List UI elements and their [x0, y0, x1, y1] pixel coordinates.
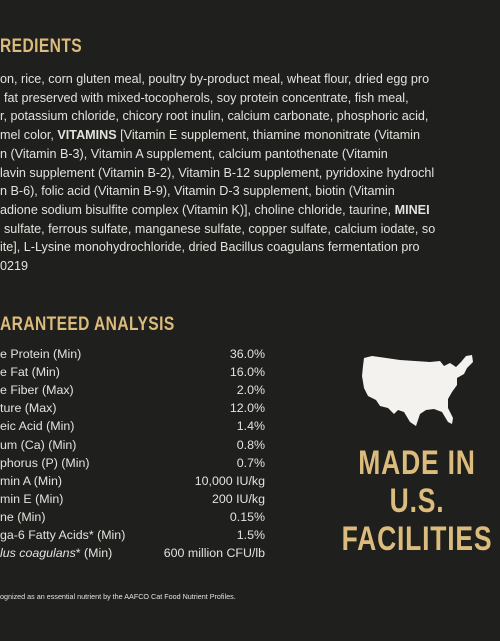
analysis-label: e Fat (Min) [0, 365, 60, 379]
usa-map [362, 355, 473, 426]
text-segment: eic Acid (Min) [0, 419, 75, 434]
analysis-value: 1.5% [236, 528, 265, 542]
text-segment: lavin supplement (Vitamin B-2), Vitamin … [0, 165, 435, 180]
analysis-row: ture (Max) 12.0% [0, 401, 265, 415]
analysis-value: 600 million CFU/lb [163, 546, 265, 561]
text-segment: lus coagulans [0, 546, 76, 561]
ingredient-line: on, rice, corn gluten meal, poultry by-p… [0, 72, 429, 86]
analysis-label: e Fiber (Max) [0, 383, 74, 397]
analysis-value: 200 IU/kg [211, 491, 265, 506]
analysis-label: phorus (P) (Min) [0, 456, 90, 470]
text-segment: ne (Min) [0, 509, 46, 524]
analysis-row: eic Acid (Min) 1.4% [0, 419, 265, 433]
badge-line: MADE IN [358, 444, 476, 482]
analysis-label: ture (Max) [0, 401, 56, 415]
ingredient-line: n (Vitamin B-3), Vitamin A supplement, c… [0, 147, 388, 161]
text-segment: * (Min) [75, 546, 113, 561]
ingredient-line: mel color, VITAMINS [Vitamin E supplemen… [0, 128, 420, 142]
analysis-value: 0.15% [229, 509, 265, 524]
ingredient-line: n B-6), folic acid (Vitamin B-9), Vitami… [0, 184, 395, 198]
text-segment: on, rice, corn gluten meal, poultry by-p… [0, 72, 430, 86]
analysis-heading: ARANTEED ANALYSIS [0, 314, 175, 335]
ingredient-line: r, potassium chloride, chicory root inul… [0, 109, 428, 123]
analysis-value: 0.7% [236, 455, 265, 470]
text-segment: r, potassium chloride, chicory root inul… [0, 109, 429, 124]
ingredient-line: 0219 [0, 259, 28, 273]
analysis-row: min E (Min) 200 IU/kg [0, 492, 265, 506]
analysis-label: min A (Min) [0, 474, 62, 488]
analysis-label: ga-6 Fatty Acids* (Min) [0, 528, 125, 542]
text-segment: n (Vitamin B-3), Vitamin A supplement, c… [0, 146, 388, 161]
ingredient-line: fat preserved with mixed-tocopherols, so… [4, 91, 409, 105]
analysis-value: 0.8% [236, 437, 265, 452]
text-segment: VITAMINS [57, 128, 117, 143]
text-segment: phorus (P) (Min) [0, 455, 90, 470]
footnote: ognized as an essential nutrient by the … [0, 592, 236, 601]
analysis-row: um (Ca) (Min) 0.8% [0, 438, 265, 452]
text-segment: min A (Min) [0, 473, 62, 488]
analysis-row: lus coagulans* (Min) 600 million CFU/lb [0, 546, 265, 560]
analysis-label: eic Acid (Min) [0, 419, 74, 433]
analysis-value: 1.4% [236, 419, 265, 434]
text-segment: 0219 [0, 259, 29, 273]
analysis-label: ne (Min) [0, 510, 45, 524]
text-segment: mel color, [0, 128, 58, 143]
text-segment: sulfate, ferrous sulfate, manganese sulf… [4, 221, 436, 236]
text-segment: e Fiber (Max) [0, 383, 74, 398]
analysis-value: 16.0% [229, 365, 265, 380]
analysis-row: min A (Min) 10,000 IU/kg [0, 474, 265, 488]
text-segment: e Protein (Min) [0, 347, 82, 361]
analysis-row: ne (Min) 0.15% [0, 510, 265, 524]
analysis-value: 2.0% [236, 383, 265, 398]
analysis-value: 36.0% [229, 347, 265, 361]
analysis-label: lus coagulans* (Min) [0, 546, 112, 560]
analysis-label: e Protein (Min) [0, 347, 81, 361]
text-segment: ture (Max) [0, 401, 57, 416]
ingredients-heading: REDIENTS [0, 36, 83, 57]
text-segment: ga-6 Fatty Acids* (Min) [0, 528, 126, 542]
analysis-row: phorus (P) (Min) 0.7% [0, 456, 265, 470]
ingredient-line: ite], L-Lysine monohydrochloride, dried … [0, 240, 420, 254]
text-segment: um (Ca) (Min) [0, 437, 77, 452]
ingredient-line: sulfate, ferrous sulfate, manganese sulf… [4, 222, 435, 236]
badge-line: FACILITIES [341, 520, 493, 558]
analysis-value: 12.0% [229, 401, 265, 416]
analysis-label: min E (Min) [0, 492, 63, 506]
text-segment: adione sodium bisulfite complex (Vitamin… [0, 202, 395, 217]
analysis-value: 10,000 IU/kg [194, 473, 265, 488]
analysis-row: e Fiber (Max) 2.0% [0, 383, 265, 397]
ingredient-line: adione sodium bisulfite complex (Vitamin… [0, 203, 430, 217]
analysis-row: e Fat (Min) 16.0% [0, 365, 265, 379]
text-segment: MINEI [394, 202, 430, 217]
analysis-row: e Protein (Min) 36.0% [0, 347, 265, 361]
ingredient-line: lavin supplement (Vitamin B-2), Vitamin … [0, 166, 434, 180]
text-segment: min E (Min) [0, 491, 64, 506]
badge-line: U.S. [389, 482, 445, 520]
analysis-label: um (Ca) (Min) [0, 438, 76, 452]
text-segment: fat preserved with mixed-tocopherols, so… [4, 90, 409, 105]
text-segment: ite], L-Lysine monohydrochloride, dried … [0, 240, 420, 255]
text-segment: n B-6), folic acid (Vitamin B-9), Vitami… [0, 184, 395, 199]
analysis-row: ga-6 Fatty Acids* (Min) 1.5% [0, 528, 265, 542]
text-segment: e Fat (Min) [0, 365, 60, 380]
text-segment: [Vitamin E supplement, thiamine mononitr… [116, 128, 420, 143]
